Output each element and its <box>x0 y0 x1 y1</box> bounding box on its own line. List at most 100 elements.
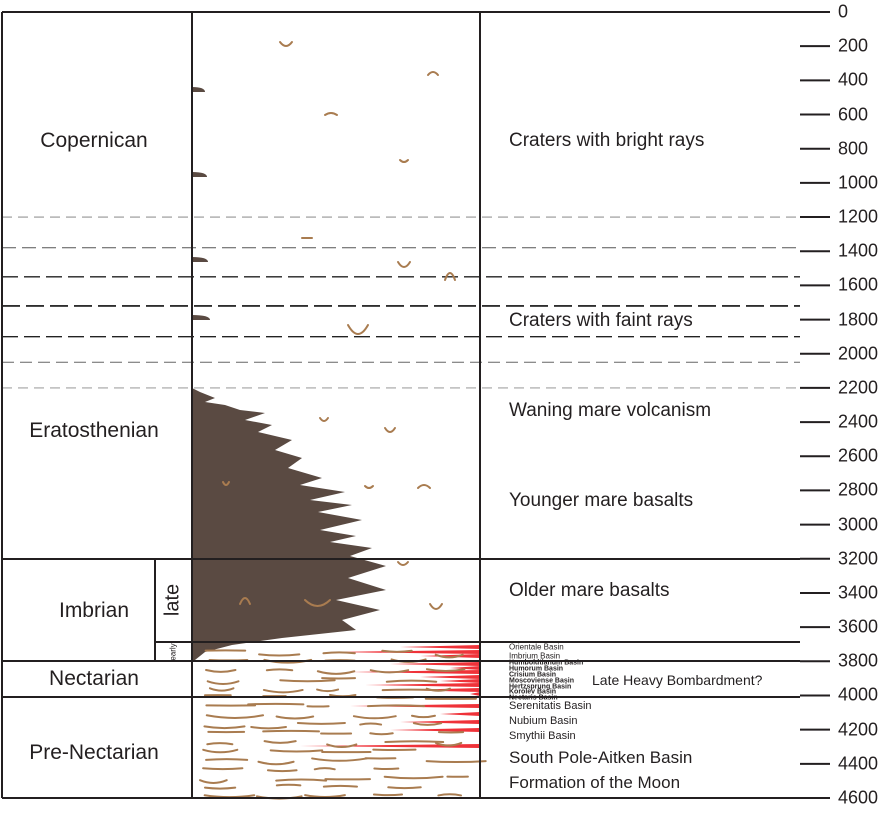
crater-arc <box>412 722 443 726</box>
axis-tick-label: 2800 <box>838 479 879 500</box>
axis-tick-label: 1600 <box>838 274 879 295</box>
basin-orientale: Orientale Basin <box>509 642 564 652</box>
crater-arc <box>381 649 413 653</box>
crater-arc <box>203 725 246 730</box>
crater-arc <box>313 767 336 771</box>
crater-arc <box>205 669 237 673</box>
crater-arc <box>275 783 302 787</box>
period-pre-nectarian: Pre-Nectarian <box>29 741 159 764</box>
crater-arc <box>203 786 237 790</box>
basin-crisium: Crisium Basin <box>509 671 557 679</box>
subperiod-early: early <box>168 643 178 661</box>
basin-impact-wedge <box>450 666 480 670</box>
crater-arc <box>205 714 265 719</box>
axis-tick-label: 3600 <box>838 616 879 637</box>
basin-impact-wedge <box>440 712 480 716</box>
basin-impact-wedge <box>420 675 480 679</box>
crater-arc <box>279 679 336 683</box>
crater-arc <box>304 599 331 607</box>
event-faint-rays: Craters with faint rays <box>509 310 693 331</box>
crater-arc <box>372 793 404 797</box>
event-south-pole-aitken: South Pole-Aitken Basin <box>509 748 693 767</box>
crater-arc <box>206 680 240 685</box>
axis-tick-label: 400 <box>838 69 869 90</box>
crater-arc <box>369 732 394 736</box>
crater-arc <box>444 272 456 281</box>
period-copernican: Copernican <box>40 129 148 152</box>
axis-tick-label: 600 <box>838 104 869 125</box>
crater-arc <box>239 597 251 605</box>
crater-arc <box>437 793 463 797</box>
crater-arc <box>425 760 487 764</box>
crater-arc <box>316 688 340 693</box>
event-bright-rays: Craters with bright rays <box>509 130 705 151</box>
crater-arc <box>425 668 466 672</box>
crater-arc <box>206 742 234 746</box>
crater-arc <box>399 159 409 163</box>
crater-arc <box>347 324 369 335</box>
crater-arc <box>410 714 436 719</box>
crater-arc <box>265 668 294 672</box>
axis-tick-label: 3000 <box>838 514 879 535</box>
basin-serenitatis: Serenitatis Basin <box>509 700 592 712</box>
axis-tick-label: 1200 <box>838 206 879 227</box>
basin-impact-wedge <box>420 654 480 658</box>
crater-arc <box>383 775 444 780</box>
basin-impact-wedge <box>300 744 480 748</box>
axis-tick-label: 800 <box>838 138 869 159</box>
basin-smythii: Smythii Basin <box>509 730 576 742</box>
event-younger-basalts: Younger mare basalts <box>509 490 694 511</box>
crater-arc <box>434 741 463 747</box>
axis-tick-label: 2600 <box>838 445 879 466</box>
event-waning-volcanism: Waning mare volcanism <box>509 400 712 421</box>
crater-arc <box>373 767 400 771</box>
basin-impact-wedge <box>400 720 480 724</box>
mare-spike <box>192 87 205 92</box>
basin-impact-wedge <box>390 662 480 666</box>
event-older-basalts: Older mare basalts <box>509 580 670 601</box>
axis-tick-label: 200 <box>838 35 869 56</box>
axis-tick-label: 2000 <box>838 343 879 364</box>
event-formation-of-moon: Formation of the Moon <box>509 773 681 792</box>
axis-tick-label: 1000 <box>838 172 879 193</box>
crater-arc <box>316 670 356 675</box>
crater-arc <box>397 261 411 268</box>
crater-arc <box>222 481 230 486</box>
crater-arc <box>258 653 301 657</box>
crater-arc <box>417 484 431 489</box>
crater-arc <box>202 767 244 771</box>
crater-arc <box>322 651 356 655</box>
crater-arc <box>364 485 374 489</box>
axis-tick-label: 3800 <box>838 650 879 671</box>
crater-arc <box>311 757 368 762</box>
basin-impact-wedge <box>440 679 480 683</box>
crater-arc <box>257 760 295 766</box>
axis-tick-label: 4000 <box>838 684 879 705</box>
crater-arc <box>397 561 409 566</box>
crater-arc <box>326 743 358 749</box>
basin-korolev: Korolev Basin <box>509 688 557 696</box>
crater-arc <box>387 786 422 790</box>
crater-arc <box>384 740 445 744</box>
crater-arc <box>203 794 256 799</box>
crater-arc <box>427 71 439 76</box>
basin-impact-wedge <box>470 692 480 696</box>
mare-spike <box>192 257 208 262</box>
basin-impact-wedge <box>390 728 480 732</box>
subperiod-late: late <box>161 583 184 617</box>
event-late-heavy-bombardment: Late Heavy Bombardment? <box>592 672 763 688</box>
period-eratosthenian: Eratosthenian <box>29 419 159 442</box>
basin-nectaris: Nectaris Basin <box>509 694 558 702</box>
crater-arc <box>366 704 426 708</box>
axis-tick-label: 1400 <box>838 240 879 261</box>
crater-arc <box>262 729 320 733</box>
basin-impact-wedge <box>400 645 480 649</box>
period-imbrian: Imbrian <box>58 599 130 622</box>
basin-hertzsprung: Hertzsprung Basin <box>509 683 572 691</box>
crater-arc <box>304 794 346 799</box>
crater-arc <box>275 778 328 782</box>
crater-arc <box>279 41 293 47</box>
axis-tick-label: 4400 <box>838 753 879 774</box>
crater-arc <box>202 748 239 754</box>
